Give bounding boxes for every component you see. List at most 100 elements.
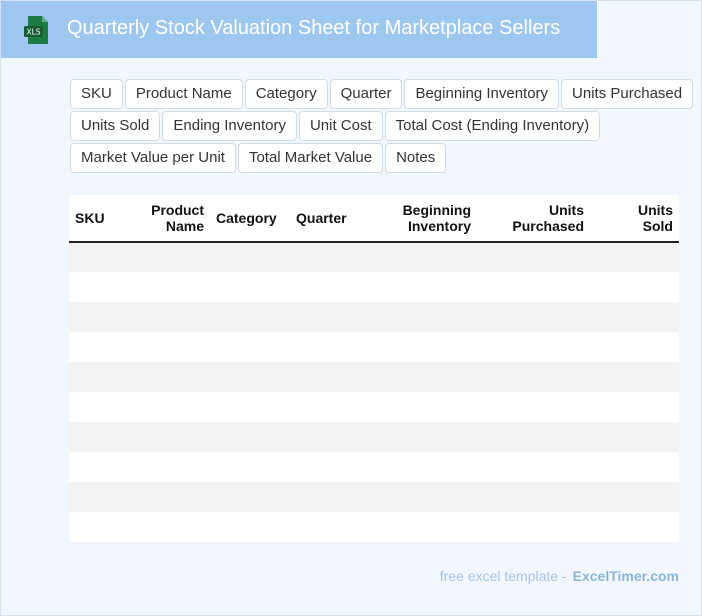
table-cell[interactable]: [590, 302, 679, 332]
table-cell[interactable]: [590, 482, 679, 512]
field-tag-list: SKU Product Name Category Quarter Beginn…: [70, 79, 694, 175]
table-body: [69, 242, 679, 542]
table-cell[interactable]: [290, 242, 373, 272]
tag-row-3: Market Value per Unit Total Market Value…: [70, 143, 690, 173]
table-cell[interactable]: [477, 242, 590, 272]
table-cell[interactable]: [373, 422, 477, 452]
tag-market-value-per-unit: Market Value per Unit: [70, 143, 236, 173]
table-cell[interactable]: [590, 392, 679, 422]
table-cell[interactable]: [131, 482, 210, 512]
column-header-quarter: Quarter: [290, 195, 373, 242]
stock-table: SKU Product Name Category Quarter Beginni…: [69, 195, 679, 542]
header-text: Category: [216, 210, 277, 226]
tag-total-cost: Total Cost (Ending Inventory): [384, 111, 601, 141]
table-cell[interactable]: [210, 422, 290, 452]
table-cell[interactable]: [131, 302, 210, 332]
table-cell[interactable]: [210, 512, 290, 542]
table-cell[interactable]: [477, 452, 590, 482]
tag-beginning-inventory: Beginning Inventory: [404, 79, 560, 109]
table-row: [69, 512, 679, 542]
table-cell[interactable]: [373, 272, 477, 302]
table-cell[interactable]: [69, 302, 131, 332]
table-cell[interactable]: [590, 422, 679, 452]
table-cell[interactable]: [290, 302, 373, 332]
table-cell[interactable]: [477, 482, 590, 512]
column-header-category: Category: [210, 195, 290, 242]
table-cell[interactable]: [131, 392, 210, 422]
table-cell[interactable]: [373, 512, 477, 542]
table-cell[interactable]: [373, 242, 477, 272]
table-cell[interactable]: [373, 452, 477, 482]
table-cell[interactable]: [69, 452, 131, 482]
header-text: Units: [638, 202, 673, 218]
table-cell[interactable]: [210, 332, 290, 362]
table-cell[interactable]: [477, 392, 590, 422]
table-cell[interactable]: [210, 362, 290, 392]
tag-sku: SKU: [70, 79, 123, 109]
header-text: Product: [151, 202, 204, 218]
column-header-product-name: Product Name: [131, 195, 210, 242]
table-cell[interactable]: [131, 272, 210, 302]
table-cell[interactable]: [69, 512, 131, 542]
footer-text: free excel template -: [439, 568, 567, 584]
table-cell[interactable]: [477, 332, 590, 362]
table-cell[interactable]: [477, 362, 590, 392]
table-row: [69, 482, 679, 512]
table-cell[interactable]: [373, 362, 477, 392]
table-cell[interactable]: [290, 272, 373, 302]
tag-row-1: SKU Product Name Category Quarter Beginn…: [70, 79, 694, 109]
table-row: [69, 242, 679, 272]
table-cell[interactable]: [290, 392, 373, 422]
table-cell[interactable]: [210, 272, 290, 302]
header-text: Name: [165, 218, 204, 234]
table-cell[interactable]: [590, 512, 679, 542]
table-cell[interactable]: [290, 452, 373, 482]
table-cell[interactable]: [290, 422, 373, 452]
table-cell[interactable]: [69, 272, 131, 302]
table-row: [69, 392, 679, 422]
table-header-row: SKU Product Name Category Quarter Beginni…: [69, 195, 679, 242]
table-cell[interactable]: [69, 422, 131, 452]
table-cell[interactable]: [69, 332, 131, 362]
table-cell[interactable]: [131, 242, 210, 272]
table-cell[interactable]: [477, 512, 590, 542]
table-cell[interactable]: [373, 332, 477, 362]
table-cell[interactable]: [131, 362, 210, 392]
table-cell[interactable]: [590, 242, 679, 272]
table-cell[interactable]: [477, 272, 590, 302]
table-cell[interactable]: [69, 392, 131, 422]
header-text: Beginning: [402, 202, 471, 218]
table-cell[interactable]: [373, 392, 477, 422]
table-cell[interactable]: [69, 242, 131, 272]
header-text: Sold: [642, 218, 673, 234]
table-cell[interactable]: [131, 332, 210, 362]
table-cell[interactable]: [69, 362, 131, 392]
table-cell[interactable]: [590, 362, 679, 392]
table-cell[interactable]: [131, 452, 210, 482]
tag-unit-cost: Unit Cost: [298, 111, 383, 141]
table-cell[interactable]: [290, 482, 373, 512]
table-cell[interactable]: [590, 272, 679, 302]
table-cell[interactable]: [373, 482, 477, 512]
footer-brand-link[interactable]: ExcelTimer.com: [572, 568, 679, 584]
table-cell[interactable]: [290, 512, 373, 542]
table-cell[interactable]: [210, 452, 290, 482]
table-cell[interactable]: [590, 452, 679, 482]
table-cell[interactable]: [477, 422, 590, 452]
table-cell[interactable]: [590, 332, 679, 362]
table-cell[interactable]: [210, 482, 290, 512]
table-cell[interactable]: [210, 392, 290, 422]
table-cell[interactable]: [210, 242, 290, 272]
table-cell[interactable]: [477, 302, 590, 332]
tag-product-name: Product Name: [124, 79, 243, 109]
table-cell[interactable]: [131, 422, 210, 452]
table-cell[interactable]: [210, 302, 290, 332]
table-cell[interactable]: [131, 512, 210, 542]
tag-units-sold: Units Sold: [70, 111, 161, 141]
header-text: SKU: [75, 210, 105, 226]
tag-row-2: Units Sold Ending Inventory Unit Cost To…: [70, 111, 690, 141]
table-cell[interactable]: [69, 482, 131, 512]
table-cell[interactable]: [290, 332, 373, 362]
table-cell[interactable]: [290, 362, 373, 392]
table-cell[interactable]: [373, 302, 477, 332]
